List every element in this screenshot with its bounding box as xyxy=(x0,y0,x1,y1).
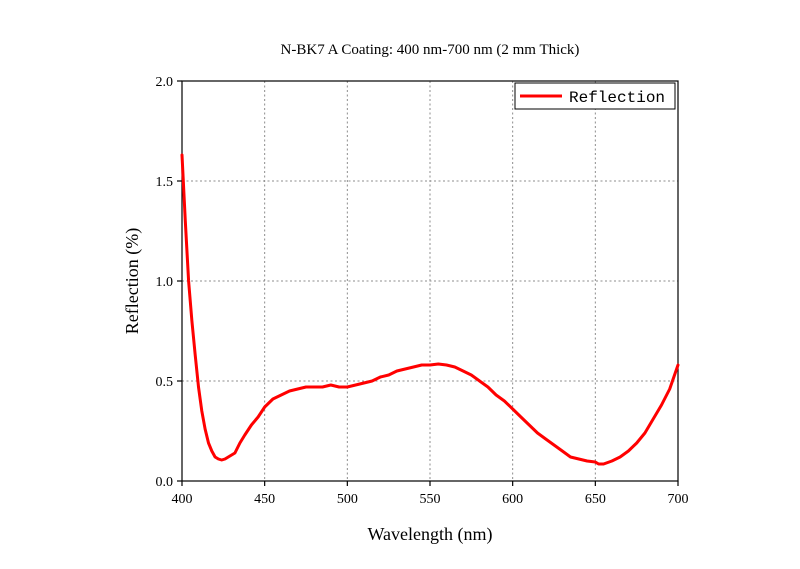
x-tick-label: 700 xyxy=(668,492,689,507)
y-tick-label: 1.5 xyxy=(156,175,174,190)
legend-label: Reflection xyxy=(569,89,665,107)
y-axis-label: Reflection (%) xyxy=(122,228,143,334)
axis-ticks: 400 450 500 550 600 650 700 0.0 0.5 1.0 1.5 2.0 xyxy=(156,75,689,507)
y-tick-label: 2.0 xyxy=(156,75,174,90)
x-tick-label: 600 xyxy=(502,492,523,507)
series-layer xyxy=(180,153,680,466)
legend-box xyxy=(514,82,676,110)
x-tick-label: 450 xyxy=(254,492,275,507)
y-tick-label: 1.0 xyxy=(156,275,174,290)
x-tick-label: 650 xyxy=(585,492,606,507)
chart-title: N-BK7 A Coating: 400 nm-700 nm (2 mm Thi… xyxy=(281,42,580,58)
legend: Reflection xyxy=(514,82,676,110)
series-line-reflection xyxy=(180,153,680,466)
x-axis-label: Wavelength (nm) xyxy=(367,524,492,545)
y-tick-label: 0.5 xyxy=(156,375,174,390)
grid xyxy=(182,81,678,481)
x-tick-label: 500 xyxy=(337,492,358,507)
y-tick-label: 0.0 xyxy=(156,475,174,490)
x-tick-label: 400 xyxy=(172,492,193,507)
x-tick-label: 550 xyxy=(420,492,441,507)
